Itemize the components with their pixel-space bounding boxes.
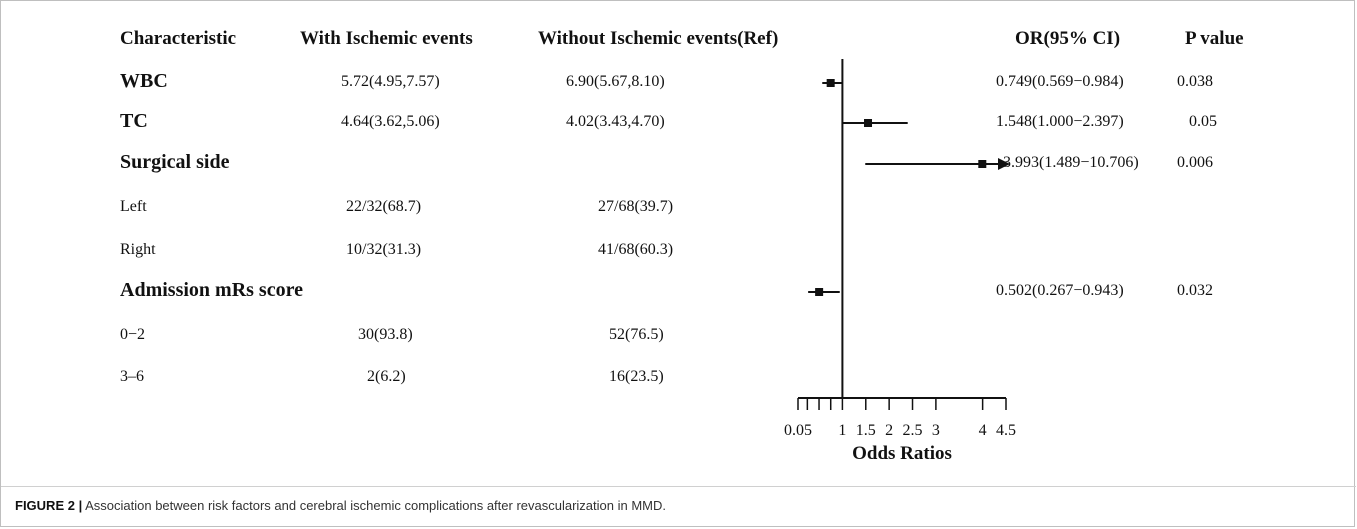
row-with-mrs-0-2: 30(93.8) [358, 326, 413, 343]
row-p-admission-mrs: 0.032 [1177, 282, 1213, 299]
row-label-left: Left [120, 198, 147, 215]
row-with-right: 10/32(31.3) [346, 241, 422, 258]
caption-divider [1, 486, 1356, 487]
header-without-ischemic: Without Ischemic events(Ref) [538, 28, 779, 49]
point-estimate-admission-mrs-score [815, 288, 824, 296]
row-with-mrs-3-6: 2(6.2) [367, 368, 406, 385]
row-p-wbc: 0.038 [1177, 73, 1213, 90]
ci-arrow-surgical-side [998, 158, 1010, 170]
x-axis-title: Odds Ratios [852, 443, 952, 464]
row-without-mrs-3-6: 16(23.5) [609, 368, 664, 385]
caption-text: Association between risk factors and cer… [82, 498, 666, 513]
row-or-admission-mrs: 0.502(0.267−0.943) [996, 282, 1124, 299]
row-label-surgical-side: Surgical side [120, 151, 230, 173]
x-tick-label-4: 4 [979, 422, 987, 439]
row-or-wbc: 0.749(0.569−0.984) [996, 73, 1124, 90]
header-or-ci: OR(95% CI) [1015, 28, 1121, 49]
row-label-mrs-0-2: 0−2 [120, 326, 146, 343]
row-label-wbc: WBC [120, 70, 168, 92]
row-without-tc: 4.02(3.43,4.70) [566, 113, 665, 130]
x-tick-label-4-5: 4.5 [996, 422, 1016, 439]
header-with-ischemic: With Ischemic events [300, 28, 473, 49]
row-without-right: 41/68(60.3) [598, 241, 674, 258]
caption-prefix: FIGURE 2 | [15, 498, 83, 513]
row-without-wbc: 6.90(5.67,8.10) [566, 73, 665, 90]
x-tick-label-0-05: 0.05 [784, 422, 812, 439]
row-or-surgical-side: 3.993(1.489−10.706) [1003, 154, 1139, 171]
row-label-mrs-3-6: 3–6 [120, 368, 144, 385]
forest-plot: 0.05 1 1.5 2 2.5 3 4 4.5 Odds Ratios [784, 59, 1016, 464]
row-with-wbc: 5.72(4.95,7.57) [341, 73, 440, 90]
row-label-tc: TC [120, 110, 148, 132]
point-estimate-wbc [826, 79, 835, 87]
figure-caption: FIGURE 2 | Association between risk fact… [15, 498, 666, 513]
header-p-value: P value [1185, 28, 1244, 49]
row-with-tc: 4.64(3.62,5.06) [341, 113, 440, 130]
row-label-right: Right [120, 241, 156, 258]
header-characteristic: Characteristic [120, 28, 237, 49]
row-without-left: 27/68(39.7) [598, 198, 674, 215]
x-tick-label-1: 1 [838, 422, 846, 439]
x-tick-label-2: 2 [885, 422, 893, 439]
row-with-left: 22/32(68.7) [346, 198, 422, 215]
point-estimate-surgical-side [978, 160, 987, 168]
x-tick-label-1-5: 1.5 [856, 422, 876, 439]
row-or-tc: 1.548(1.000−2.397) [996, 113, 1124, 130]
row-label-admission-mrs: Admission mRs score [120, 279, 303, 301]
row-p-surgical-side: 0.006 [1177, 154, 1213, 171]
x-tick-label-3: 3 [932, 422, 940, 439]
row-p-tc: 0.05 [1189, 113, 1217, 130]
x-tick-label-2-5: 2.5 [903, 422, 923, 439]
row-without-mrs-0-2: 52(76.5) [609, 326, 664, 343]
point-estimate-tc [864, 119, 873, 127]
